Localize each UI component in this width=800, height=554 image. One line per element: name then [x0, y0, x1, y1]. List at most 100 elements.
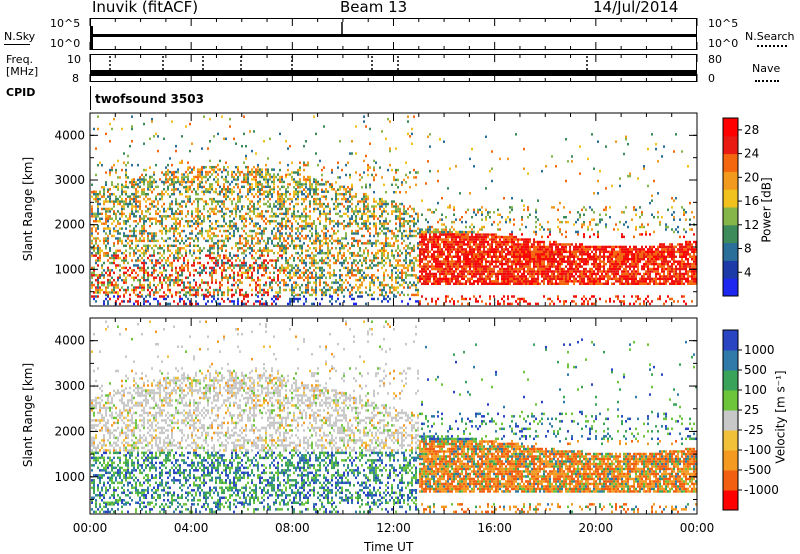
- power-cell: [143, 224, 145, 228]
- power-cell: [291, 229, 293, 233]
- power-cell: [425, 270, 427, 273]
- power-cell: [315, 249, 317, 252]
- power-cell: [155, 234, 157, 238]
- power-cell: [295, 237, 297, 240]
- power-cell: [187, 210, 189, 213]
- power-cell: [331, 297, 333, 301]
- power-cell: [429, 233, 431, 236]
- power-cell: [203, 166, 205, 169]
- power-cell: [97, 274, 99, 277]
- power-cell: [127, 161, 129, 164]
- power-cell: [427, 220, 429, 224]
- power-cell: [365, 197, 367, 201]
- power-cell: [135, 188, 137, 191]
- power-cell: [423, 270, 425, 273]
- power-cell: [363, 234, 365, 238]
- power-cell: [159, 219, 161, 223]
- power-cell: [351, 286, 353, 289]
- power-cell: [375, 256, 377, 260]
- power-cell: [313, 219, 315, 223]
- power-cell: [341, 197, 343, 201]
- power-cell: [239, 234, 241, 238]
- power-cell: [233, 207, 235, 211]
- power-cell: [373, 178, 375, 182]
- power-cell: [221, 249, 223, 252]
- power-cell: [131, 125, 133, 128]
- power-cell: [217, 259, 219, 262]
- power-cell: [385, 297, 387, 301]
- power-cell: [429, 280, 431, 283]
- power-cell: [161, 295, 163, 298]
- power-cell: [177, 170, 179, 174]
- power-cell: [335, 291, 337, 294]
- power-cell: [389, 147, 391, 150]
- power-cell: [377, 261, 379, 265]
- power-cell: [285, 259, 287, 262]
- power-cell: [183, 288, 185, 292]
- power-cell: [419, 253, 421, 256]
- power-cell: [185, 295, 187, 298]
- power-cell: [321, 297, 323, 301]
- power-cell: [291, 269, 293, 272]
- power-cell: [287, 261, 289, 265]
- power-cell: [189, 219, 191, 223]
- power-cell: [181, 278, 183, 282]
- power-cell: [183, 178, 185, 181]
- power-cell: [239, 274, 241, 277]
- power-cell: [149, 224, 151, 228]
- power-cell: [133, 192, 135, 196]
- power-cell: [349, 188, 351, 191]
- power-cell: [155, 239, 157, 243]
- power-cell: [327, 254, 329, 257]
- power-cell: [239, 215, 241, 218]
- power-cell: [111, 291, 113, 294]
- power-cell: [375, 242, 377, 245]
- power-cell: [215, 180, 217, 184]
- power-cell: [243, 217, 245, 220]
- power-cell: [349, 192, 351, 196]
- power-cell: [431, 243, 433, 246]
- power-cell: [125, 190, 127, 193]
- power-cell: [341, 278, 343, 282]
- power-cell: [255, 293, 257, 297]
- power-cell: [457, 265, 459, 268]
- power-cell: [435, 230, 437, 234]
- power-cell: [459, 233, 461, 236]
- power-cell: [427, 302, 429, 306]
- power-cell: [171, 192, 173, 196]
- power-cell: [469, 282, 471, 286]
- power-cell: [211, 276, 213, 279]
- power-cell: [121, 300, 123, 303]
- power-cell: [197, 197, 199, 201]
- power-cell: [213, 135, 215, 138]
- power-cell: [305, 217, 307, 220]
- power-cell: [229, 227, 231, 230]
- power-cell: [479, 265, 481, 268]
- power-cell: [349, 200, 351, 203]
- power-cell: [285, 251, 287, 255]
- power-cell: [399, 264, 401, 267]
- power-cell: [205, 190, 207, 193]
- power-cell: [355, 195, 357, 198]
- power-cell: [237, 192, 239, 196]
- power-cell: [161, 237, 163, 240]
- power-cell: [335, 239, 337, 243]
- power-cell: [319, 244, 321, 248]
- power-cell: [389, 242, 391, 245]
- power-cell: [357, 278, 359, 282]
- power-cell: [351, 271, 353, 275]
- power-cell: [279, 288, 281, 292]
- power-cell: [257, 185, 259, 189]
- power-cell: [481, 280, 483, 283]
- power-cell: [153, 291, 155, 294]
- power-cell: [103, 229, 105, 233]
- power-cell: [269, 192, 271, 196]
- power-cell: [439, 262, 441, 266]
- power-cell: [485, 250, 487, 254]
- power-cell: [419, 277, 421, 281]
- power-cell: [113, 283, 115, 287]
- power-cell: [283, 288, 285, 292]
- power-cell: [151, 271, 153, 275]
- power-cell: [293, 266, 295, 270]
- power-cell: [105, 210, 107, 213]
